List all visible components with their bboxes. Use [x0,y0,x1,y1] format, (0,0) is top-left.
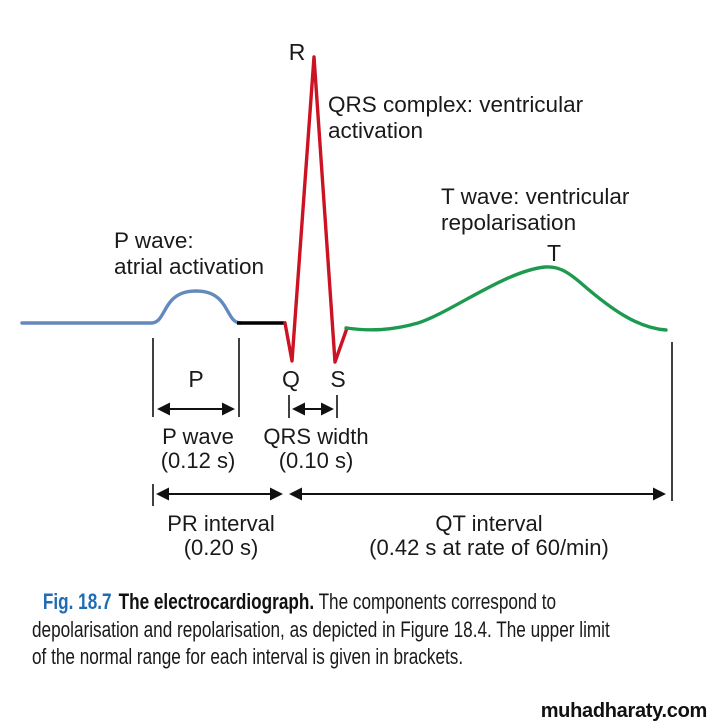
pr-interval-measurement-label: PR interval [167,511,275,536]
q-label: Q [282,366,300,392]
caption-fig-number: Fig. 18.7 [42,589,112,614]
p-wave-annotation-line1: P wave: [114,228,194,253]
p-wave-annotation: P wave: atrial activation [114,228,264,280]
t-wave-annotation: T wave: ventricular repolarisation [441,184,629,236]
qrs-width-measurement-label: QRS width [263,424,369,449]
caption-line3: of the normal range for each interval is… [32,644,464,669]
qt-interval-measurement: QT interval (0.42 s at rate of 60/min) [369,512,609,559]
pr-interval-measurement: PR interval (0.20 s) [167,512,275,559]
qt-interval-measurement-label: QT interval [435,511,543,536]
t-wave-annotation-line2: repolarisation [441,210,577,235]
t-wave-annotation-line1: T wave: ventricular [441,184,630,209]
p-wave-measurement: P wave (0.12 s) [161,425,236,472]
p-wave-measurement-label: P wave [162,424,234,449]
qrs-width-measurement: QRS width (0.10 s) [263,425,368,472]
qrs-trace [283,55,349,364]
caption-line1: Fig. 18.7 The electrocardiograph. The com… [43,588,610,616]
caption-line1-text: The components correspond to [318,589,557,614]
qrs-annotation-line2: activation [328,118,424,143]
qrs-annotation: QRS complex: ventricular activation [328,92,583,144]
t-peak-label: T [546,240,562,266]
p-wave-measurement-value: (0.12 s) [160,447,236,473]
pr-interval-measurement-value: (0.20 s) [183,534,259,560]
watermark-text: muhadharaty.com [540,700,708,722]
ecg-diagram-svg [20,55,673,506]
caption-line2: depolarisation and repolarisation, as de… [32,616,610,642]
p-wave-annotation-line2: atrial activation [114,254,265,279]
measurement-marks [152,338,673,506]
qrs-width-measurement-value: (0.10 s) [278,447,354,473]
p-wave-trace [20,289,243,325]
qrs-annotation-line1: QRS complex: ventricular [328,92,584,117]
caption-title: The electrocardiograph. [118,589,315,614]
t-wave-trace [344,265,668,332]
qt-interval-measurement-value: (0.42 s at rate of 60/min) [369,534,609,560]
r-peak-label: R [288,39,306,65]
figure-caption: Fig. 18.7 The electrocardiograph. The com… [32,588,610,671]
s-label: S [330,366,346,392]
p-label: P [188,366,204,392]
